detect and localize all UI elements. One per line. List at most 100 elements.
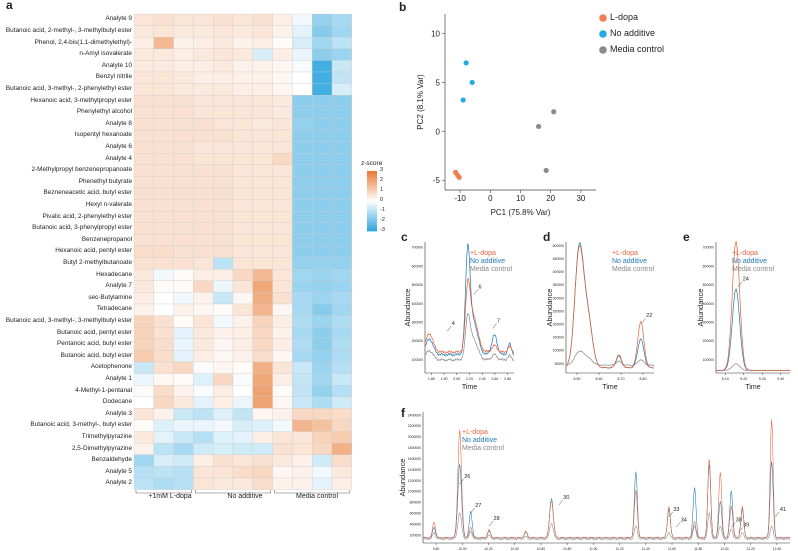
heatmap-cell [173,315,194,328]
chrom-y-label: Abundance [403,289,412,327]
heatmap-cell [232,431,253,444]
chrom-annotation-line [676,522,681,528]
heatmap-cell [292,60,313,73]
heatmap-cell [153,164,174,177]
heatmap-cell [272,141,293,154]
chrom-annotation-line [473,289,479,295]
panel-letter-d: d [543,230,551,244]
heatmap-cell [252,419,273,432]
heatmap-cell [272,443,293,455]
heatmap-cell [193,164,214,177]
heatmap-row-label: Analyte 9 [105,15,132,23]
heatmap-row-label: Phenylethyl alcohol [76,108,132,116]
heatmap-cell [133,396,154,409]
heatmap-cell [153,13,174,26]
heatmap-cell [292,269,313,281]
heatmap-cell [252,292,273,305]
colorbar-segment [367,197,377,200]
heatmap-cell [312,477,333,490]
heatmap-cell [153,280,174,293]
heatmap-cell [292,13,313,26]
heatmap-row-label: Phenol, 2,4-bis(1,1-dimethylethyl)- [34,38,132,46]
chrom-x-label: Time [745,384,760,391]
chrom-y-tick-label: 800000 [410,501,421,505]
heatmap-cell [252,350,273,363]
heatmap-cell [252,408,273,421]
chrom-x-tick-label: 9.80 [433,547,440,551]
heatmap-cell [213,199,234,212]
heatmap-cell [153,419,174,432]
heatmap-cell [193,71,214,84]
chrom-y-tick-label: 300000 [412,320,423,324]
heatmap-cell [232,106,253,119]
heatmap-cell [213,350,234,363]
heatmap-cell [331,443,352,455]
heatmap-row-label: Pentanoic acid, butyl ester [57,340,132,348]
heatmap-cell [312,303,333,316]
chrom-y-tick-label: 100000 [412,358,423,362]
heatmap-cell [292,292,313,305]
heatmap-cell [153,303,174,316]
heatmap-cell [133,176,154,189]
heatmap-cell [213,176,234,189]
pca-y-tick-label: 10 [431,30,440,39]
heatmap-cell [331,13,352,26]
heatmap-cell [173,141,194,154]
heatmap-cell [292,176,313,189]
heatmap-cell [312,199,333,212]
chrom-annotation: 30 [563,495,569,501]
heatmap-cell [232,211,253,223]
heatmap-cell [331,385,352,397]
group-bracket [274,490,351,494]
heatmap-cell [173,327,194,339]
chrom-legend-entry: Media control [732,266,774,273]
heatmap-cell [312,361,333,374]
chrom-y-label: Abundance [696,289,705,327]
heatmap-cell [292,187,313,200]
heatmap-cell [232,95,253,107]
heatmap-cell [153,106,174,119]
chrom-y-tick-label: 200000 [703,339,714,343]
chrom-annotation: 28 [494,516,500,522]
heatmap-cell [133,292,154,305]
group-bracket [195,490,271,494]
heatmap-cell [331,60,352,73]
group-label-ldopa: +1mM L-dopa [148,493,192,500]
chromatogram-f: 9.80 10.00 10.20 10.40 10.60 10.80 11.00 11.20 1… [398,412,791,551]
heatmap-cell [312,431,333,444]
chromatogram-e: 9.10 9.20 9.30 9.40 700000 600000 500000 400000… [696,240,791,391]
heatmap-cell [292,48,313,61]
heatmap-cell [213,269,234,281]
group-label-noadd: No additive [227,493,263,500]
heatmap-cell [173,454,194,467]
heatmap-cell [193,60,214,73]
heatmap-cell [153,37,174,49]
heatmap-cell [272,60,293,73]
heatmap-cell [173,269,194,281]
heatmap-cell [133,141,154,154]
heatmap-cell [292,129,313,142]
heatmap-cell [213,257,234,270]
heatmap-cell [173,199,194,212]
heatmap-cell [232,338,253,351]
legend-marker [599,30,607,38]
heatmap-cell [292,118,313,131]
heatmap-cell [292,477,313,490]
chrom-y-tick-label: 100000 [553,349,564,353]
heatmap-cell [312,71,333,84]
chrom-y-tick-label: 1400000 [408,468,421,472]
heatmap-cell [133,385,154,397]
heatmap-cell [193,13,214,26]
heatmap-row-label: Dodecane [102,398,132,406]
chrom-x-tick-label: 1.80 [428,377,435,381]
chrom-x-tick-label: 9.40 [777,377,784,381]
heatmap-cell [173,129,194,142]
chrom-y-tick-label: 200000 [553,323,564,327]
heatmap-cell [232,222,253,235]
heatmap-cell [133,257,154,270]
heatmap-cell [213,443,234,455]
heatmap-cell [272,211,293,223]
heatmap-cell [232,280,253,293]
colorbar-segment [367,227,377,230]
heatmap-row-label: Analyte 7 [105,282,132,290]
